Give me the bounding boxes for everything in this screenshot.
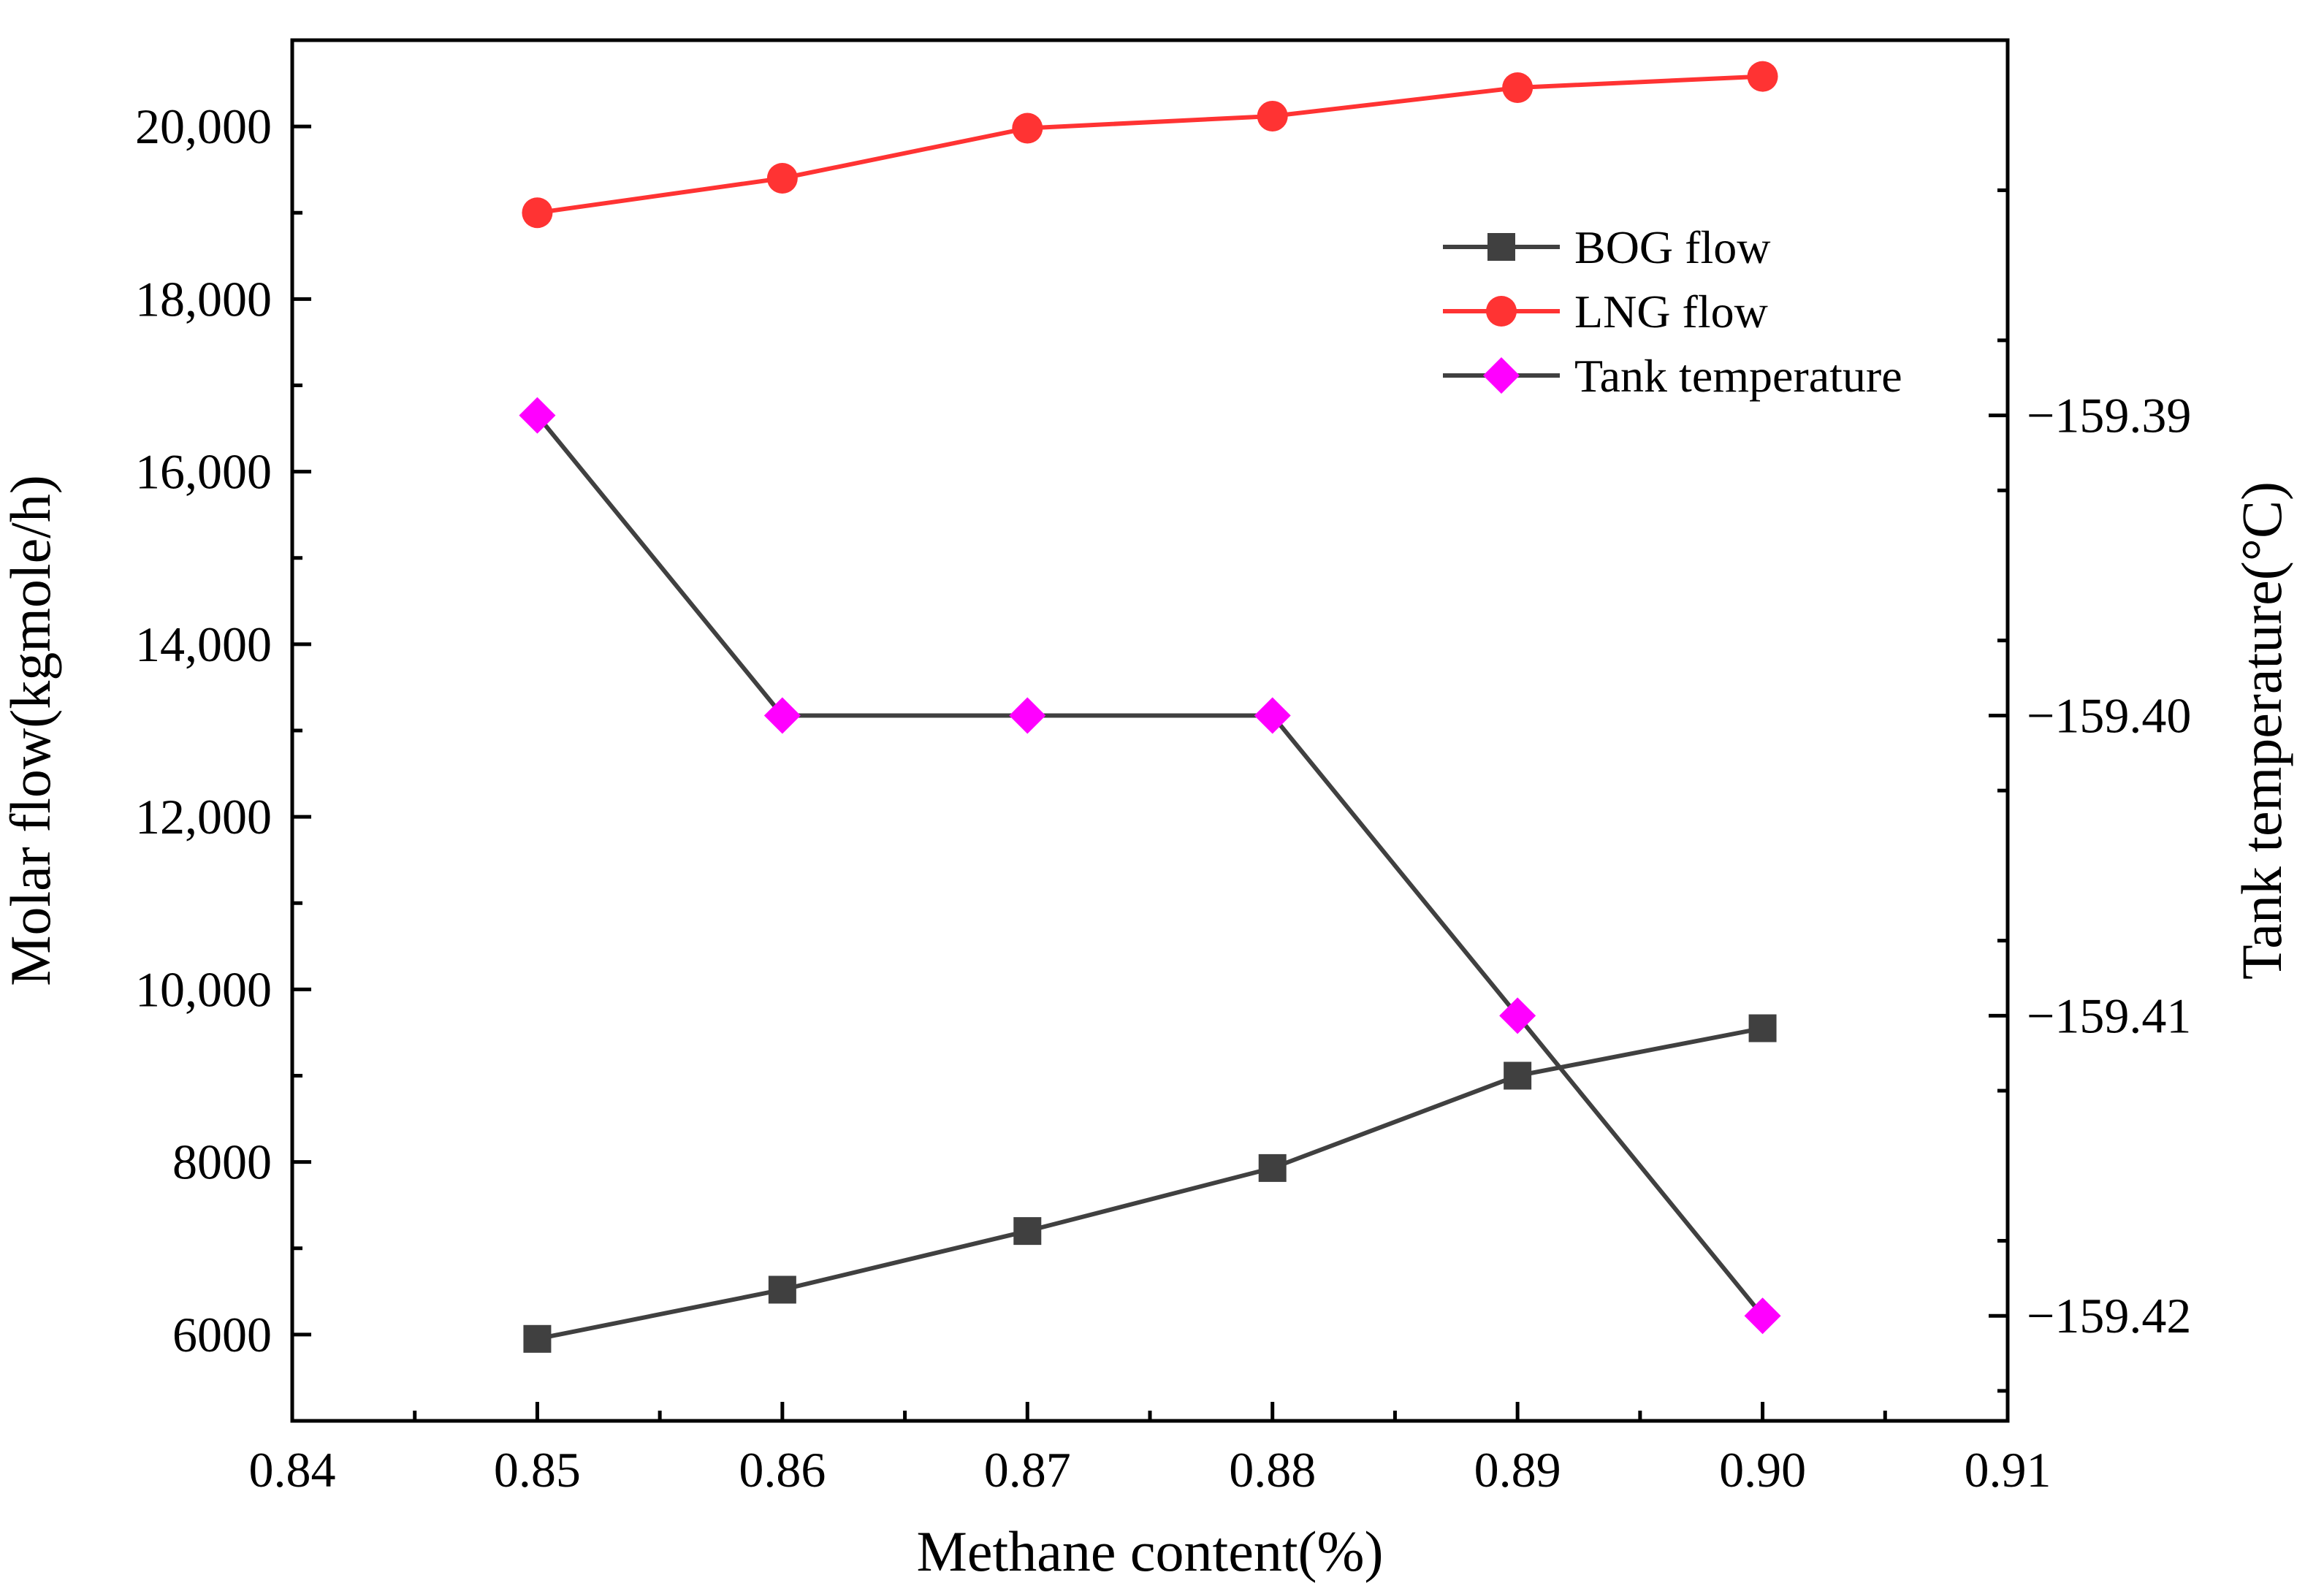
data-point [1748, 1014, 1777, 1042]
series-layer [519, 61, 1781, 1353]
legend-marker [1486, 296, 1517, 327]
y-tick-label: 6000 [172, 1307, 272, 1362]
x-tick-label: 0.91 [1965, 1442, 2051, 1498]
legend-item: LNG flow [1443, 286, 1768, 338]
data-point [1254, 697, 1291, 734]
series-bog-flow [523, 1014, 1777, 1353]
y2-tick-label: −159.39 [2027, 388, 2191, 443]
data-point [1499, 997, 1536, 1034]
y2-tick-label: −159.41 [2027, 988, 2191, 1043]
right-y-axis-title: Tank temperature(°C) [2230, 481, 2293, 980]
series-lng-flow [522, 61, 1778, 229]
series-line [537, 74, 1763, 216]
y2-tick-label: −159.42 [2027, 1288, 2191, 1343]
data-point [1012, 113, 1043, 144]
legend-item: BOG flow [1443, 221, 1770, 273]
x-axis-title: Methane content(%) [917, 1519, 1384, 1583]
y-tick-label: 12,000 [135, 789, 272, 844]
data-point [1257, 100, 1288, 131]
y-tick-label: 8000 [172, 1135, 272, 1190]
data-point [522, 197, 553, 229]
x-tick-label: 0.89 [1474, 1442, 1561, 1498]
data-point [766, 163, 798, 194]
x-tick-label: 0.87 [984, 1442, 1071, 1498]
legend-label: BOG flow [1574, 221, 1770, 273]
series-line [536, 413, 1764, 1318]
x-tick-label: 0.84 [249, 1442, 336, 1498]
series-line [536, 1026, 1764, 1341]
data-point [523, 1324, 552, 1353]
data-point [1744, 1297, 1781, 1335]
data-point [1504, 1061, 1532, 1090]
x-tick-label: 0.90 [1719, 1442, 1806, 1498]
data-point [1747, 61, 1778, 92]
legend-label: LNG flow [1574, 286, 1768, 338]
series-tank-temperature [519, 397, 1781, 1335]
data-point [1013, 1217, 1042, 1246]
y-tick-label: 14,000 [135, 617, 272, 672]
legend-item: Tank temperature [1443, 350, 1902, 402]
left-y-axis: 6000 8000 10,000 12,000 14,000 16,000 18,000 20… [135, 38, 311, 1423]
left-y-axis-title: Molar flow(kgmole/h) [0, 475, 62, 986]
data-point [1009, 697, 1046, 734]
x-tick-label: 0.85 [494, 1442, 581, 1498]
data-point [1502, 72, 1534, 103]
y-tick-label: 10,000 [135, 961, 272, 1017]
y2-tick-label: −159.40 [2027, 687, 2191, 743]
y-tick-label: 20,000 [135, 99, 272, 154]
right-y-axis: −159.39 −159.40 −159.41 −159.42 [1989, 188, 2191, 1393]
x-tick-label: 0.88 [1229, 1442, 1316, 1498]
x-tick-label: 0.86 [739, 1442, 826, 1498]
data-point [1258, 1153, 1287, 1182]
data-point [763, 697, 801, 734]
legend-marker [1487, 233, 1515, 261]
legend-label: Tank temperature [1574, 350, 1902, 402]
data-point [519, 397, 556, 434]
legend-marker [1483, 357, 1520, 394]
y-tick-label: 16,000 [135, 444, 272, 500]
x-axis: 0.84 0.85 0.86 0.87 0.88 0.89 0.90 0.91 [249, 1402, 2051, 1498]
legend: BOG flow LNG flow Tank temperature [1443, 221, 1902, 402]
data-point [768, 1275, 796, 1304]
y-tick-label: 18,000 [135, 271, 272, 327]
